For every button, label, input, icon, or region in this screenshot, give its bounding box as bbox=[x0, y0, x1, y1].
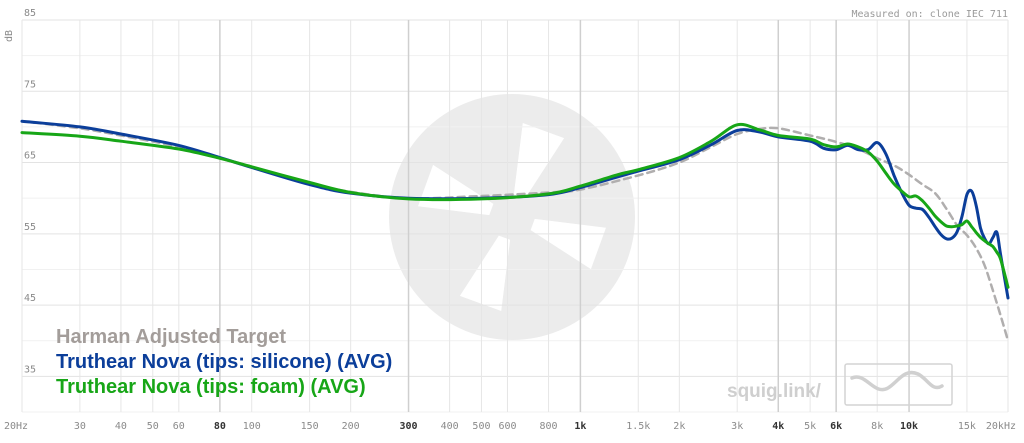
x-tick-label: 600 bbox=[498, 421, 516, 432]
watermark-blade bbox=[459, 235, 511, 311]
x-tick-label: 20Hz bbox=[4, 421, 28, 432]
x-tick-label: 30 bbox=[74, 421, 86, 432]
squig-link-branding: squig.link/ bbox=[727, 363, 953, 406]
x-tick-label: 50 bbox=[147, 421, 159, 432]
x-tick-label: 400 bbox=[441, 421, 459, 432]
y-tick-label: 35 bbox=[24, 364, 36, 375]
x-tick-label: 5k bbox=[804, 421, 816, 432]
x-tick-label: 8k bbox=[871, 421, 883, 432]
y-tick-label: 55 bbox=[24, 222, 36, 233]
x-tick-label: 300 bbox=[400, 421, 418, 432]
x-tick-label: 1.5k bbox=[626, 421, 650, 432]
x-tick-label: 200 bbox=[342, 421, 360, 432]
measured-on-label: Measured on: clone IEC 711 bbox=[851, 9, 1008, 20]
watermark-blade bbox=[530, 218, 606, 270]
y-axis-ticks: 85 75 65 55 45 35 bbox=[24, 8, 36, 375]
x-tick-label: 10k bbox=[900, 421, 918, 432]
x-tick-label: 500 bbox=[472, 421, 490, 432]
x-tick-label: 40 bbox=[115, 421, 127, 432]
series-lines bbox=[20, 119, 1010, 342]
y-tick-label: 85 bbox=[24, 8, 36, 19]
legend-entry-1[interactable]: Truthear Nova (tips: silicone) (AVG) bbox=[56, 351, 392, 373]
y-tick-label: 75 bbox=[24, 79, 36, 90]
x-tick-label: 3k bbox=[731, 421, 743, 432]
x-tick-label: 15k bbox=[958, 421, 976, 432]
x-tick-label: 80 bbox=[214, 421, 226, 432]
squig-link-label[interactable]: squig.link/ bbox=[727, 381, 822, 402]
legend-entry-2[interactable]: Truthear Nova (tips: foam) (AVG) bbox=[56, 376, 366, 398]
y-axis-label: dB bbox=[4, 30, 15, 42]
watermark-blade bbox=[513, 123, 565, 199]
x-tick-label: 1k bbox=[574, 421, 586, 432]
series-line-2[interactable] bbox=[20, 122, 1010, 289]
x-tick-label: 150 bbox=[301, 421, 319, 432]
chart-grid bbox=[21, 19, 1009, 413]
x-axis-ticks: 20Hz 30 40 50 60 80 100 150 200 300 400 500 600 800 1k… bbox=[4, 421, 1016, 432]
x-tick-label: 2k bbox=[673, 421, 685, 432]
legend: Harman Adjusted Target Truthear Nova (tip… bbox=[56, 326, 392, 398]
y-tick-label: 45 bbox=[24, 293, 36, 304]
watermark-blade bbox=[418, 164, 494, 216]
x-tick-label: 6k bbox=[830, 421, 842, 432]
legend-entry-0[interactable]: Harman Adjusted Target bbox=[56, 326, 286, 348]
y-tick-label: 65 bbox=[24, 151, 36, 162]
x-tick-label: 800 bbox=[540, 421, 558, 432]
x-tick-label: 60 bbox=[173, 421, 185, 432]
x-tick-label: 20kHz bbox=[986, 421, 1016, 432]
squig-watermark-logo bbox=[389, 94, 635, 340]
squig-logo-icon bbox=[844, 363, 953, 406]
x-tick-label: 100 bbox=[243, 421, 261, 432]
watermark-circle bbox=[389, 94, 635, 340]
x-tick-label: 4k bbox=[772, 421, 784, 432]
